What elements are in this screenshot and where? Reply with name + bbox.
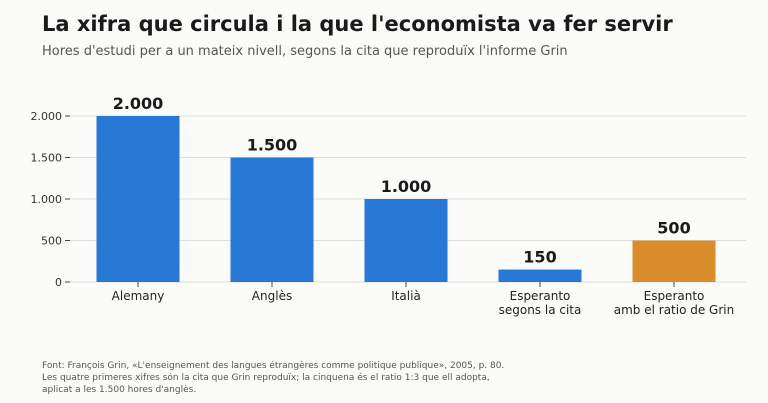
bar-value-label: 150: [523, 248, 556, 267]
x-tick-label: Anglès: [252, 289, 292, 303]
y-axis-ticks: 0 500 1.000 1.500 2.000: [31, 110, 70, 289]
x-tick-label: Alemany: [112, 289, 165, 303]
bar: [96, 116, 180, 282]
x-tick-label: Esperanto: [510, 289, 571, 303]
y-tick-label: 1.500: [31, 152, 63, 165]
bar-value-label: 1.000: [381, 177, 432, 196]
y-tick-label: 1.000: [31, 193, 63, 206]
y-tick-label: 2.000: [31, 110, 63, 123]
bars: [96, 116, 716, 282]
y-tick-label: 0: [55, 276, 62, 289]
bar: [498, 269, 582, 282]
footnote-line: aplicat a les 1.500 hores d'anglès.: [42, 385, 197, 395]
x-tick-label: segons la cita: [499, 303, 582, 317]
footnote-line: Font: François Grin, «L'enseignement des…: [42, 361, 505, 371]
x-tick-label: Italià: [391, 289, 421, 303]
bar-value-label: 500: [657, 219, 690, 238]
bar: [364, 199, 448, 282]
x-tick-label: Esperanto: [644, 289, 705, 303]
bar: [632, 240, 716, 282]
bar-value-label: 2.000: [113, 94, 164, 113]
chart-subtitle: Hores d'estudi per a un mateix nivell, s…: [42, 44, 568, 59]
y-tick-label: 500: [41, 235, 62, 248]
bar-chart: 0 500 1.000 1.500 2.000 2.000 1.500 1.000 150 50…: [31, 94, 746, 317]
chart-title: La xifra que circula i la que l'economis…: [42, 12, 673, 36]
footnote-line: Les quatre primeres xifres són la cita q…: [42, 373, 490, 383]
bar-value-label: 1.500: [247, 136, 298, 155]
bar: [230, 157, 314, 282]
x-tick-label: amb el ratio de Grin: [614, 303, 734, 317]
footnote: Font: François Grin, «L'enseignement des…: [42, 360, 504, 396]
value-labels: 2.000 1.500 1.000 150 500: [113, 94, 691, 267]
